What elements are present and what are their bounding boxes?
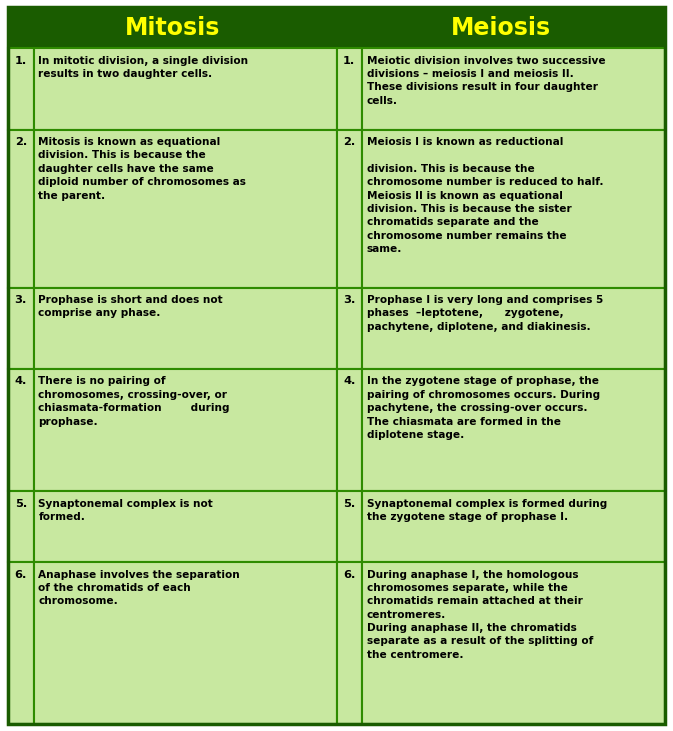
Bar xyxy=(8,369,34,491)
Text: 5.: 5. xyxy=(343,499,355,509)
Bar xyxy=(34,48,336,130)
Bar xyxy=(362,287,665,369)
Bar xyxy=(336,562,362,724)
Bar xyxy=(34,130,336,287)
Bar xyxy=(8,7,336,48)
Text: Meiotic division involves two successive
divisions – meiosis I and meiosis II.
T: Meiotic division involves two successive… xyxy=(367,56,606,106)
Text: 4.: 4. xyxy=(15,376,27,387)
Bar xyxy=(34,287,336,369)
Bar xyxy=(362,130,665,287)
Bar xyxy=(336,287,362,369)
Text: 6.: 6. xyxy=(343,569,355,580)
Text: Prophase I is very long and comprises 5
phases  –leptotene,      zygotene,
pachy: Prophase I is very long and comprises 5 … xyxy=(367,295,603,332)
Text: 2.: 2. xyxy=(15,137,27,147)
Bar xyxy=(362,48,665,130)
Bar xyxy=(362,491,665,562)
Text: 5.: 5. xyxy=(15,499,27,509)
Text: There is no pairing of
chromosomes, crossing-over, or
chiasmata-formation       : There is no pairing of chromosomes, cros… xyxy=(38,376,230,426)
Bar xyxy=(34,491,336,562)
Bar xyxy=(8,287,34,369)
Bar xyxy=(336,369,362,491)
Bar xyxy=(8,130,34,287)
Text: 3.: 3. xyxy=(343,295,355,305)
Text: 4.: 4. xyxy=(343,376,355,387)
Text: Meiosis: Meiosis xyxy=(451,16,551,39)
Text: 1.: 1. xyxy=(15,56,27,66)
Text: 2.: 2. xyxy=(343,137,355,147)
Text: 3.: 3. xyxy=(15,295,27,305)
Text: During anaphase I, the homologous
chromosomes separate, while the
chromatids rem: During anaphase I, the homologous chromo… xyxy=(367,569,593,660)
Bar xyxy=(336,48,362,130)
Bar xyxy=(34,562,336,724)
Bar xyxy=(336,7,665,48)
Text: Synaptonemal complex is not
formed.: Synaptonemal complex is not formed. xyxy=(38,499,213,522)
Bar xyxy=(34,369,336,491)
Bar xyxy=(8,562,34,724)
Bar xyxy=(362,562,665,724)
Bar xyxy=(8,491,34,562)
Text: Meiosis I is known as reductional

division. This is because the
chromosome numb: Meiosis I is known as reductional divisi… xyxy=(367,137,603,254)
Text: 6.: 6. xyxy=(15,569,27,580)
Text: Synaptonemal complex is formed during
the zygotene stage of prophase I.: Synaptonemal complex is formed during th… xyxy=(367,499,607,522)
Text: 1.: 1. xyxy=(343,56,355,66)
Text: In mitotic division, a single division
results in two daughter cells.: In mitotic division, a single division r… xyxy=(38,56,248,79)
Text: In the zygotene stage of prophase, the
pairing of chromosomes occurs. During
pac: In the zygotene stage of prophase, the p… xyxy=(367,376,600,440)
Bar xyxy=(336,130,362,287)
Text: Prophase is short and does not
comprise any phase.: Prophase is short and does not comprise … xyxy=(38,295,223,318)
Bar xyxy=(362,369,665,491)
Text: Mitosis is known as equational
division. This is because the
daughter cells have: Mitosis is known as equational division.… xyxy=(38,137,246,200)
Text: Anaphase involves the separation
of the chromatids of each
chromosome.: Anaphase involves the separation of the … xyxy=(38,569,240,607)
Text: Mitosis: Mitosis xyxy=(125,16,220,39)
Bar xyxy=(8,48,34,130)
Bar xyxy=(336,491,362,562)
